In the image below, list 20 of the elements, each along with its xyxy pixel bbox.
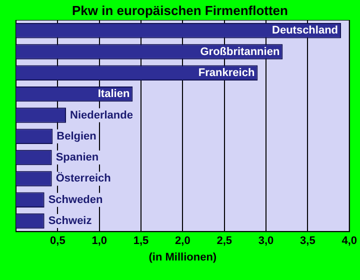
x-tick-label: 1,0 <box>92 235 107 248</box>
x-tick-label: 3,0 <box>258 235 274 248</box>
y-tick-label: Niederlande <box>70 109 133 122</box>
y-tick-label: Großbritannien <box>200 46 280 58</box>
y-tick-label: Italien <box>98 88 130 100</box>
y-tick-label: Frankreich <box>198 66 255 79</box>
y-tick-label: Deutschland <box>272 24 338 37</box>
x-axis-title: (in Millionen) <box>148 251 217 264</box>
y-tick-label: Österreich <box>56 172 112 185</box>
x-tick-label: 2,0 <box>175 235 190 248</box>
y-tick-label: Spanien <box>56 152 99 164</box>
x-tick-label: 3,5 <box>300 235 316 248</box>
y-tick-label: Belgien <box>56 130 97 142</box>
x-tick-label: 0,5 <box>50 235 66 248</box>
y-tick-label: Schweiz <box>48 215 92 228</box>
x-tick-label: 4,0 <box>342 235 358 248</box>
x-tick-label: 1,5 <box>133 235 149 248</box>
chart-title: Pkw in europäischen Firmenflotten <box>71 3 289 18</box>
x-tick-label: 2,5 <box>216 235 232 248</box>
y-tick-label: Schweden <box>48 194 104 206</box>
